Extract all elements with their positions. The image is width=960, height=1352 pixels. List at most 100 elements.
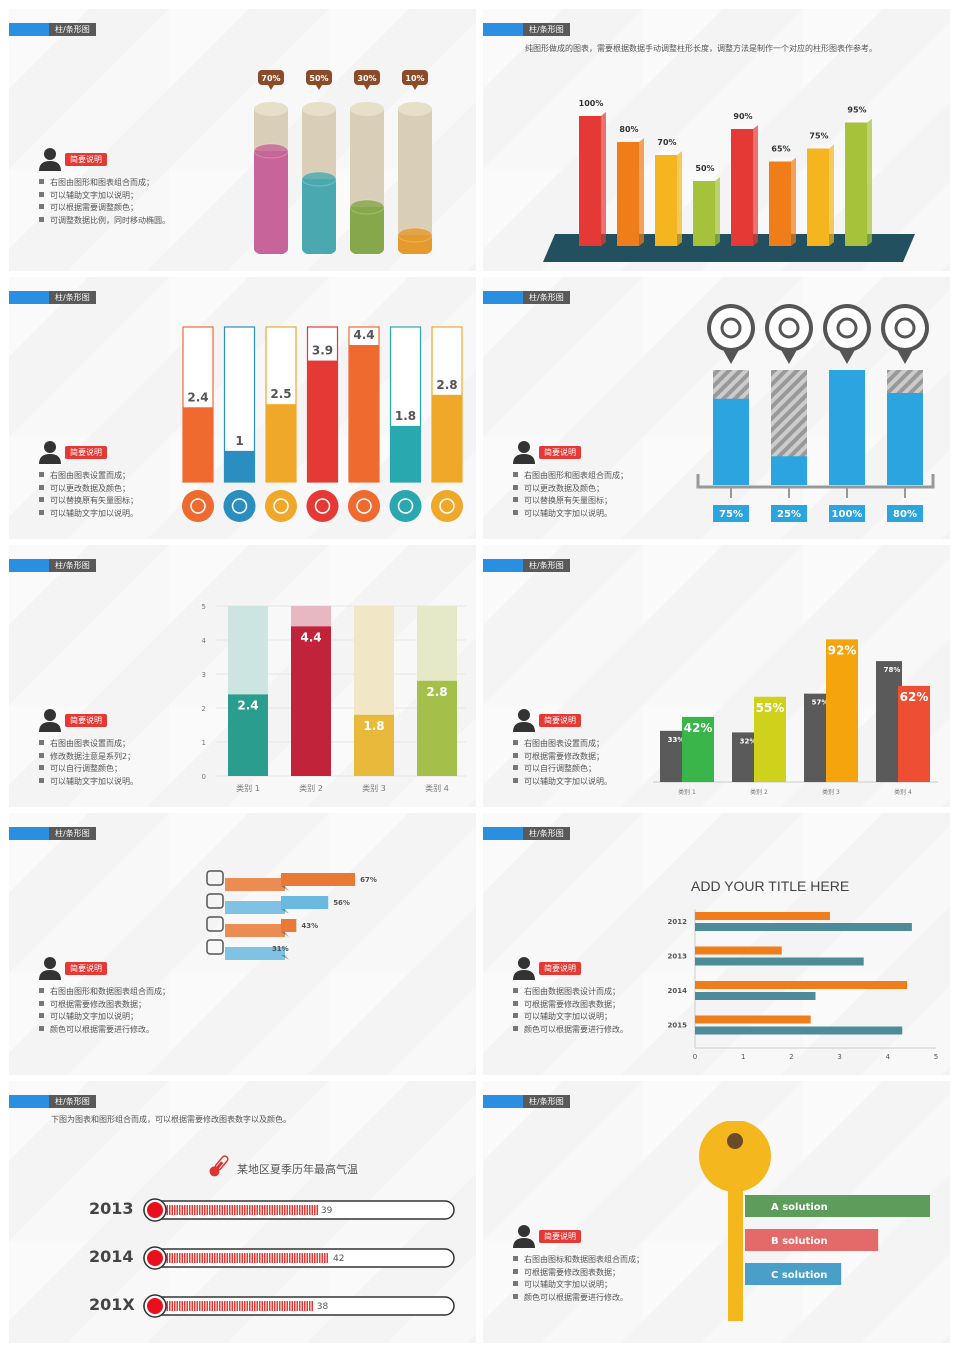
bar (745, 1263, 842, 1285)
note-badge: 简要说明 (65, 446, 107, 459)
y-tick: 2012 (668, 918, 688, 926)
bar: 1.8 (389, 326, 422, 483)
value-label: 10% (405, 74, 424, 83)
bar: 43% (225, 919, 318, 937)
bar: 67% (225, 873, 377, 891)
bar (695, 981, 908, 989)
bar: 2.5 (265, 326, 297, 483)
bar: 2.4 (182, 326, 214, 483)
value-label: 50% (309, 74, 328, 83)
value-label: 56% (333, 899, 350, 907)
clock-icon (223, 490, 256, 522)
note-list: 右图由图标和数据图表组合而成； 可根据需要修改图表数据； 可以辅助文字加以说明； 颜色… (513, 1254, 673, 1304)
slide-4: 柱/条形图 简要说明 右图由图形和图表组合而成； 可以更改数据及颜色； 可以替换原有矢… (483, 277, 950, 539)
bar (898, 685, 930, 782)
value-label: 80% (893, 509, 917, 520)
slide-8: 柱/条形图 ADD YOUR TITLE HERE 简要说明 右图由数据图表设计而… (483, 813, 950, 1075)
axis-bracket (696, 474, 935, 489)
bar (745, 1229, 879, 1251)
y-tick: 2014 (668, 987, 688, 995)
ribbon-bar-chart: 67% 56% 43% 31% (206, 870, 377, 960)
slide-6: 柱/条形图 简要说明 右图由图表设置而成； 可根据需要修改数据； 可以自行调整颜色；可… (483, 545, 950, 807)
value-label: 1.8 (363, 719, 384, 733)
y-tick: 3 (202, 671, 206, 679)
note-item: 修改数据注意是系列2； (39, 751, 199, 764)
bar (695, 912, 830, 920)
thermometer-icon (206, 1153, 232, 1179)
person-icon (513, 709, 535, 732)
key-icon (699, 1121, 771, 1321)
bar (682, 716, 714, 782)
bar: 2.8 (431, 326, 463, 483)
value-label: 65% (771, 145, 790, 154)
note-item: 可以自行调整颜色； (39, 763, 199, 776)
bar (695, 1015, 811, 1024)
person-icon (513, 441, 535, 464)
value-label: 42% (684, 721, 713, 735)
value-label: 90% (733, 112, 752, 121)
value-label: C solution (771, 1270, 827, 1281)
y-tick: 2 (202, 705, 206, 713)
value-label: B solution (771, 1236, 828, 1247)
person-icon (513, 1225, 535, 1248)
bar: 75% (807, 132, 834, 246)
mail-icon (823, 304, 871, 364)
note-item: 可以辅助文字加以说明。 (39, 508, 199, 521)
person-icon (513, 957, 535, 980)
y-tick: 0 (202, 773, 206, 781)
search-icon (707, 304, 755, 364)
note-item: 右图由图形和图表组合而成； (513, 470, 673, 483)
note-item: 右图由图表设置而成； (39, 470, 199, 483)
key-bar-chart: A solution B solution C solution (699, 1121, 930, 1321)
slide-header: 柱/条形图 (9, 559, 96, 572)
value-label: 95% (847, 106, 866, 115)
note-list: 右图由数据图表设计而成； 可根据需要修改图表数据； 可以辅助文字加以说明； 颜色可以根… (513, 986, 673, 1036)
note-item: 颜色可以根据需要进行修改。 (513, 1024, 673, 1037)
x-tick: 类别 3 (362, 783, 386, 793)
bar (417, 680, 457, 776)
note-item: 可以辅助文字加以说明。 (39, 776, 199, 789)
value-label: 100% (579, 99, 604, 108)
home-icon (389, 490, 422, 522)
note-list: 右图由图表设置而成； 可根据需要修改数据； 可以自行调整颜色； 可以辅助文字加以说明。 (513, 738, 673, 788)
bicycle-icon (206, 916, 224, 932)
bar: 95% (845, 106, 872, 246)
x-tick: 3 (837, 1053, 841, 1061)
slide-header: 柱/条形图 (483, 23, 570, 36)
note-item: 可以自行调整颜色； (513, 763, 673, 776)
bar: 1 (223, 326, 256, 483)
bar (695, 923, 912, 931)
bar (829, 370, 865, 485)
cylinder-bar: 30% (349, 70, 385, 254)
note-item: 可以辅助文字加以说明； (513, 1279, 673, 1292)
note-badge: 简要说明 (539, 714, 581, 727)
cylinder-bar: 70% (253, 70, 289, 254)
note-item: 右图由图标和数据图表组合而成； (513, 1254, 673, 1267)
footprint-icon (206, 939, 224, 955)
bar: 80% (617, 125, 644, 246)
bell-icon (348, 490, 380, 522)
slide-header: 柱/条形图 (9, 1095, 96, 1108)
note-badge: 简要说明 (539, 446, 581, 459)
x-tick: 类别 3 (822, 788, 840, 796)
slide-header: 柱/条形图 (483, 1095, 570, 1108)
chart-icon (306, 490, 339, 522)
value-label: 4.4 (353, 328, 374, 342)
y-tick: 4 (202, 637, 207, 645)
y-tick: 2013 (668, 953, 688, 961)
slide-header: 柱/条形图 (483, 291, 570, 304)
slide-1: 柱/条形图 简要说明 右图由图形和图表组合而成； 可以辅助文字加以说明； 可以根据需要… (9, 9, 476, 271)
note-list: 右图由图表设置而成； 可以更改数据及颜色； 可以替换原有矢量图标； 可以辅助文字加以说… (39, 470, 199, 520)
cylinder-bar: 50% (301, 70, 337, 254)
value-label: 70% (261, 74, 280, 83)
value-label: 32% (740, 737, 757, 745)
bar (228, 694, 268, 776)
calculator-icon (182, 490, 214, 522)
value-label: 2.8 (426, 685, 447, 699)
x-tick: 4 (886, 1053, 891, 1061)
horizontal-bar-chart: 0 1 2 3 4 5 2012 2013 2014 2015 (668, 909, 938, 1061)
caption: 纯图形做成的图表，需要根据数据手动调整柱形长度，调整方法是制作一个对应的柱形图表… (525, 44, 877, 53)
person-icon (39, 148, 61, 171)
note-item: 可以辅助文字加以说明。 (513, 776, 673, 789)
value-label: 1.8 (395, 409, 416, 423)
